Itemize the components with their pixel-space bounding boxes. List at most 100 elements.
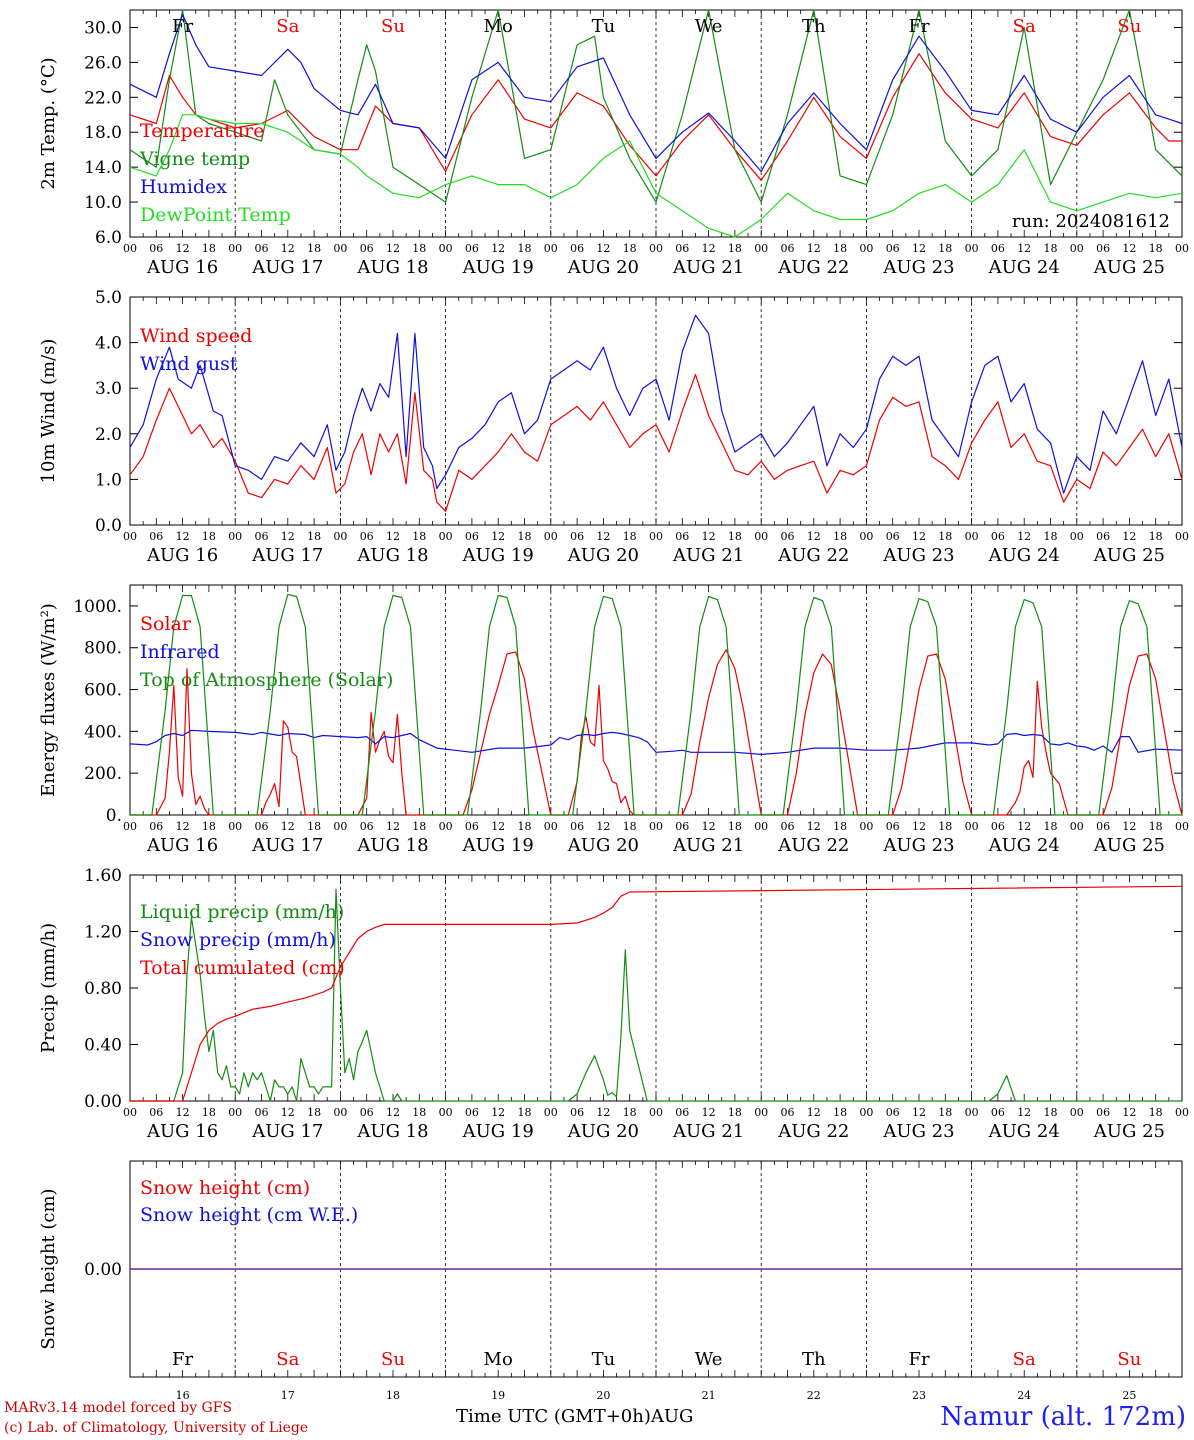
weekday-label: Tu	[592, 16, 616, 37]
x-hour-label: 00	[228, 242, 242, 255]
x-hour-label: 18	[1149, 1106, 1163, 1119]
x-hour-label: 12	[807, 242, 821, 255]
x-hour-label: 06	[886, 1106, 900, 1119]
x-hour-label: 00	[965, 820, 979, 833]
time-axis-label: Time UTC (GMT+0h)AUG	[456, 1406, 693, 1427]
series-line	[129, 13, 1183, 173]
x-hour-label: 00	[859, 1106, 873, 1119]
x-hour-label: 12	[176, 530, 190, 543]
weekday-label: Fr	[172, 16, 193, 37]
day-number-label: 21	[702, 1389, 716, 1402]
x-hour-label: 00	[544, 242, 558, 255]
x-hour-label: 12	[702, 820, 716, 833]
x-hour-label: 00	[649, 530, 663, 543]
y-tick-label: 22.0	[84, 88, 122, 108]
x-hour-label: 00	[1175, 820, 1189, 833]
legend-entry: Temperature	[140, 120, 264, 142]
y-axis-label: Snow height (cm)	[38, 1188, 59, 1349]
x-hour-label: 12	[176, 242, 190, 255]
x-hour-label: 18	[833, 530, 847, 543]
x-hour-label: 18	[728, 1106, 742, 1119]
x-hour-label: 06	[465, 242, 479, 255]
x-hour-label: 06	[570, 820, 584, 833]
series-line	[129, 53, 1182, 181]
x-hour-label: 00	[123, 1106, 137, 1119]
x-day-label: AUG 22	[777, 1121, 849, 1142]
weekday-label: We	[695, 1349, 723, 1370]
x-hour-label: 12	[281, 530, 295, 543]
series-line	[130, 885, 1183, 1102]
x-hour-label: 18	[518, 530, 532, 543]
weekday-label: Su	[1117, 1349, 1141, 1370]
x-hour-label: 00	[1175, 530, 1189, 543]
x-hour-label: 06	[255, 1106, 269, 1119]
day-number-label: 22	[807, 1389, 821, 1402]
weekday-label: Mo	[484, 16, 513, 37]
x-hour-label: 00	[439, 530, 453, 543]
day-number-label: 19	[491, 1389, 505, 1402]
x-hour-label: 06	[149, 530, 163, 543]
legend-entry: Snow height (cm)	[140, 1177, 310, 1199]
x-hour-label: 06	[886, 242, 900, 255]
x-hour-label: 00	[1175, 242, 1189, 255]
y-tick-label: 0.00	[84, 1092, 122, 1112]
legend-entry: Top of Atmosphere (Solar)	[140, 669, 393, 691]
legend-entry: Wind speed	[140, 325, 252, 347]
x-day-label: AUG 23	[882, 257, 954, 278]
x-hour-label: 12	[912, 242, 926, 255]
x-hour-label: 00	[1070, 242, 1084, 255]
weekday-label: Fr	[172, 1349, 193, 1370]
x-hour-label: 12	[702, 530, 716, 543]
x-hour-label: 06	[675, 530, 689, 543]
weekday-label: We	[695, 16, 723, 37]
y-tick-label: 14.0	[84, 158, 122, 178]
y-tick-label: 800.	[84, 639, 122, 659]
y-axis-label: Energy fluxes (W/m²)	[38, 603, 59, 797]
x-day-label: AUG 21	[672, 1121, 744, 1142]
series-line	[129, 9, 1183, 203]
x-hour-label: 00	[859, 530, 873, 543]
day-number-label: 23	[912, 1389, 926, 1402]
x-hour-label: 06	[149, 242, 163, 255]
x-hour-label: 12	[1017, 820, 1031, 833]
x-hour-label: 18	[728, 242, 742, 255]
y-axis-label: 10m Wind (m/s)	[38, 339, 59, 484]
y-tick-label: 0.00	[84, 1260, 122, 1280]
x-hour-label: 06	[991, 820, 1005, 833]
x-hour-label: 18	[938, 1106, 952, 1119]
legend-entry: DewPoint Temp	[140, 204, 291, 226]
x-hour-label: 00	[544, 1106, 558, 1119]
x-hour-label: 18	[1044, 820, 1058, 833]
x-hour-label: 00	[859, 820, 873, 833]
x-day-label: AUG 18	[356, 545, 428, 566]
x-day-label: AUG 18	[356, 257, 428, 278]
x-hour-label: 00	[439, 242, 453, 255]
x-hour-label: 18	[1044, 530, 1058, 543]
x-day-label: AUG 17	[251, 545, 323, 566]
x-day-label: AUG 17	[251, 1121, 323, 1142]
x-hour-label: 06	[465, 820, 479, 833]
x-hour-label: 12	[807, 820, 821, 833]
x-day-label: AUG 19	[462, 545, 534, 566]
x-day-label: AUG 25	[1093, 1121, 1165, 1142]
chart-panel-5: 0.00 Snow height (cm) Snow height (cm) Snow…	[38, 1160, 1183, 1402]
x-hour-label: 06	[255, 242, 269, 255]
x-hour-label: 12	[702, 242, 716, 255]
x-day-label: AUG 25	[1093, 545, 1165, 566]
y-tick-label: 0.80	[84, 979, 122, 999]
x-hour-label: 12	[596, 1106, 610, 1119]
x-hour-label: 06	[360, 820, 374, 833]
x-hour-label: 00	[859, 242, 873, 255]
x-hour-label: 18	[518, 1106, 532, 1119]
weekday-label: Fr	[908, 16, 929, 37]
x-hour-label: 00	[754, 530, 768, 543]
x-hour-label: 06	[991, 1106, 1005, 1119]
x-day-label: AUG 23	[882, 1121, 954, 1142]
x-hour-label: 00	[439, 1106, 453, 1119]
x-hour-label: 12	[491, 242, 505, 255]
series-line	[130, 649, 1183, 816]
run-annotation: run: 2024081612	[1012, 211, 1170, 232]
x-hour-label: 12	[1122, 1106, 1136, 1119]
x-hour-label: 18	[833, 1106, 847, 1119]
